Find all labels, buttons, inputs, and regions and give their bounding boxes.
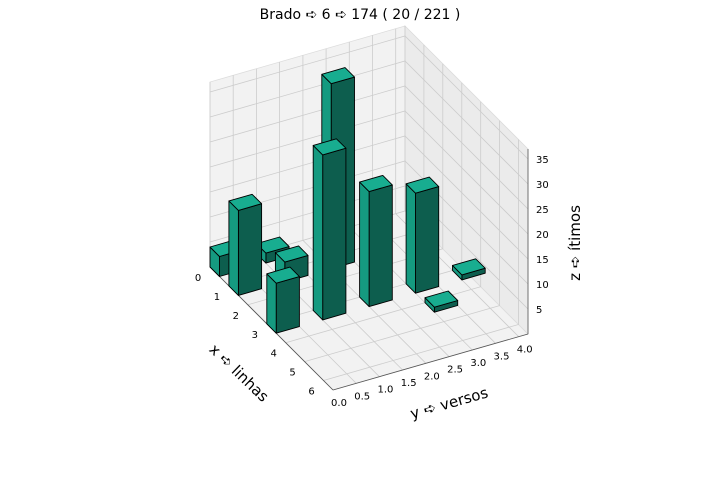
bar-front-face [322, 147, 347, 321]
bar-top-face [424, 290, 459, 308]
grid-line-z [209, 185, 529, 310]
z-tick-label: 25 [536, 205, 549, 216]
x-tick-label: 0 [195, 273, 201, 284]
bar-left-face [266, 273, 277, 334]
bar [405, 176, 440, 294]
bar-left-face [405, 183, 416, 294]
grid-line-z [209, 135, 529, 260]
grid-line-z [209, 160, 529, 285]
grid-line-x [323, 139, 519, 381]
bar [228, 193, 263, 296]
x-tick-label: 1 [214, 292, 220, 303]
bar-front-face [237, 203, 263, 296]
y-tick-label: 4.0 [517, 345, 533, 356]
y-tick-label: 2.0 [424, 371, 440, 382]
grid-line-x [285, 101, 482, 344]
bar-top-face [266, 266, 300, 284]
y-tick-label: 0.0 [331, 398, 347, 409]
chart-title: Brado ➪ 6 ➪ 174 ( 20 / 221 ) [259, 7, 461, 23]
y-tick-label: 3.0 [470, 358, 486, 369]
x-tick-label: 6 [308, 387, 314, 398]
bar-left-face [359, 181, 370, 308]
grid-line-z [209, 110, 529, 235]
bars [209, 67, 486, 334]
bar [359, 174, 393, 308]
z-tick-label: 20 [536, 230, 549, 241]
z-axis-label: z ➪ ítimos [566, 205, 584, 281]
grid-line-x [304, 120, 501, 362]
bar-top-face [255, 236, 290, 254]
bar-front-face [368, 184, 393, 308]
z-tick-label: 5 [536, 305, 542, 316]
bar [312, 138, 347, 321]
bar-top-face [405, 176, 440, 194]
grid-line-y [302, 55, 427, 364]
bar [424, 290, 459, 313]
y-axis-label: y ➪ versos [408, 383, 490, 422]
grid-line-z [209, 85, 529, 210]
bar-top-face [312, 138, 347, 156]
y-tick-label: 2.5 [447, 365, 463, 376]
x-tick-label: 5 [289, 368, 295, 379]
y-tick-label: 1.5 [401, 378, 417, 389]
z-tick-label: 15 [536, 255, 549, 266]
bar-top-face [452, 258, 486, 276]
bar-front-face [415, 186, 440, 294]
z-tick-label: 30 [536, 180, 549, 191]
bar [266, 266, 300, 334]
bar-front-face [275, 276, 300, 334]
bar-top-face [274, 245, 309, 263]
bar-left-face [312, 144, 324, 321]
x-tick-label: 3 [252, 330, 258, 341]
bar-top-face [359, 174, 393, 193]
grid-line-y [395, 28, 519, 337]
grid-line-z [209, 35, 529, 160]
y-tick-label: 0.5 [354, 391, 370, 402]
x-axis-label: x ➪ linhas [206, 340, 273, 405]
y-axis-line [332, 333, 529, 391]
z-tick-label: 35 [536, 155, 549, 166]
bar-top-face [321, 67, 355, 85]
bar-left-face [228, 200, 239, 296]
tick-labels: 0 1 2 3 4 5 6 0.0 0.5 1.0 1.5 2.0 2.5 3.0 3.5 4.0 5 10 15 2… [195, 155, 549, 409]
grid-line-z [209, 60, 529, 185]
y-tick-label: 3.5 [494, 351, 510, 362]
x-tick-label: 4 [271, 349, 277, 360]
z-tick-label: 10 [536, 280, 549, 291]
x-tick-label: 2 [233, 311, 239, 322]
bar-top-face [228, 193, 263, 211]
y-tick-label: 1.0 [377, 385, 393, 396]
bar [452, 258, 486, 281]
